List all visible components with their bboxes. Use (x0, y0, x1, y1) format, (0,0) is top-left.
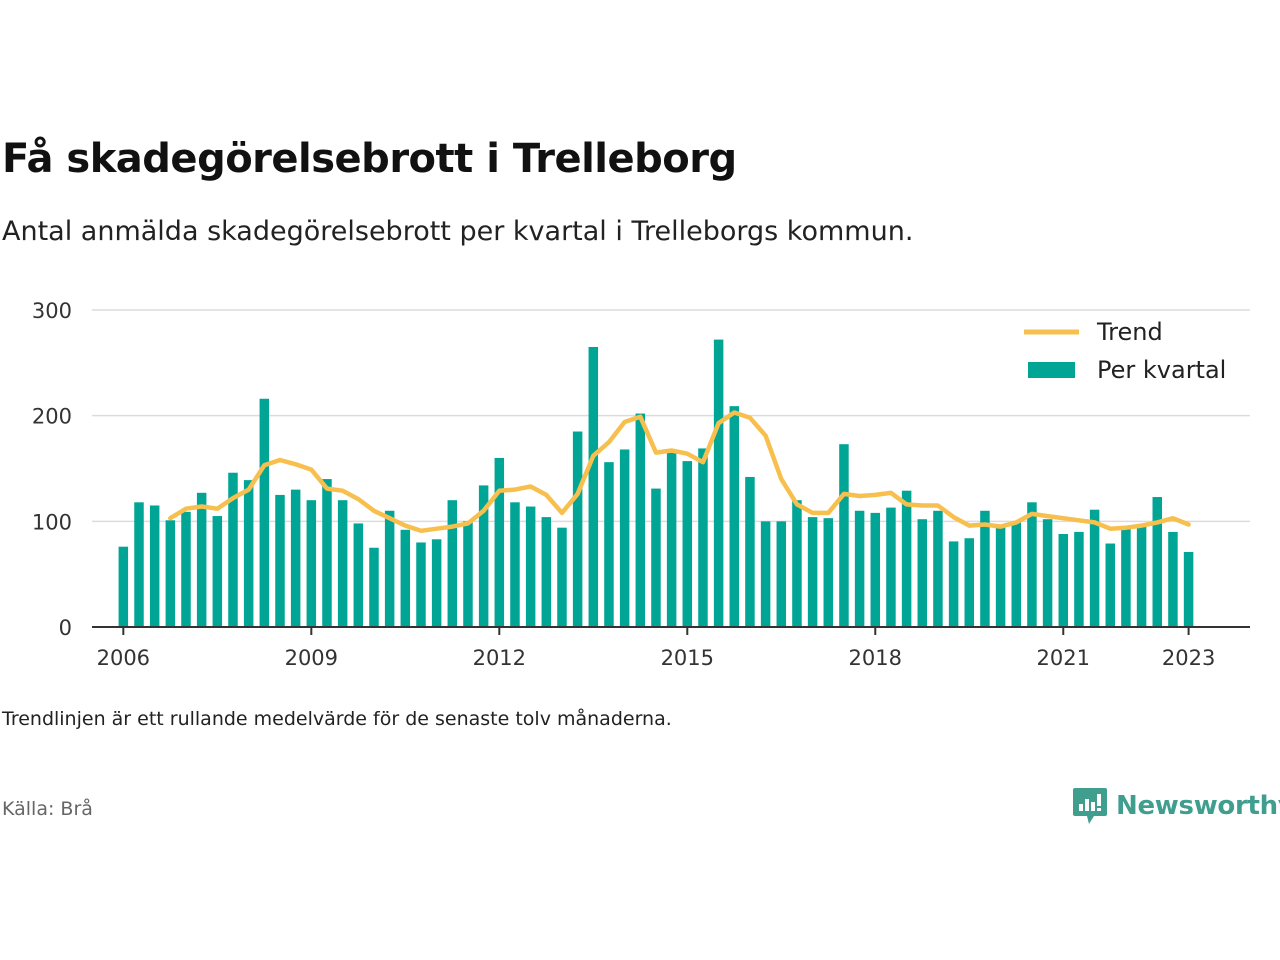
bar (729, 406, 740, 627)
bar (964, 538, 975, 627)
bar (525, 506, 536, 627)
x-tick-label-2018: 2018 (849, 646, 902, 670)
x-tick-label-2012: 2012 (473, 646, 526, 670)
bar (604, 462, 614, 627)
bar (1027, 502, 1037, 627)
bar (1011, 521, 1022, 627)
x-tick-label-2009: 2009 (285, 646, 338, 670)
bar (431, 539, 442, 627)
legend-swatch-per-kvartal (1028, 362, 1075, 378)
bar (1042, 519, 1053, 627)
bar (776, 521, 787, 627)
bar (243, 480, 254, 627)
bar (995, 526, 1006, 627)
newsworthy-logo-icon (1073, 788, 1107, 824)
line-series-trend (168, 410, 1191, 534)
bar (1121, 528, 1131, 627)
bar (463, 521, 473, 627)
bar (1183, 551, 1194, 627)
bar (306, 500, 317, 627)
bar (118, 546, 129, 627)
bar (510, 502, 520, 627)
bar (181, 511, 191, 627)
bar (384, 510, 395, 627)
bar (917, 519, 928, 627)
bar (259, 398, 270, 627)
bar (322, 479, 332, 627)
bar (839, 444, 849, 627)
bar (886, 507, 896, 627)
legend: Trend Per kvartal (1024, 318, 1226, 384)
x-tick-label-2015: 2015 (661, 646, 714, 670)
bar (196, 492, 207, 627)
bar (212, 516, 223, 627)
x-axis: 2006 2009 2012 2015 2018 2021 2023 (92, 626, 1250, 670)
bar (807, 517, 818, 627)
bar (745, 476, 755, 627)
bar (541, 517, 552, 627)
bar (980, 510, 990, 627)
bar (353, 523, 364, 627)
bar (682, 461, 693, 627)
bar (557, 527, 567, 627)
trend-line (168, 410, 1191, 534)
bar (275, 494, 285, 627)
bar (165, 520, 176, 627)
bar (1105, 543, 1116, 627)
bar (651, 488, 661, 627)
chart-subtitle: Antal anmälda skadegörelsebrott per kvar… (2, 216, 914, 247)
bar (760, 521, 771, 627)
bar (447, 500, 458, 627)
x-tick-label-2006: 2006 (97, 646, 150, 670)
bar (792, 500, 802, 627)
bar (494, 457, 505, 627)
legend-label-trend: Trend (1096, 318, 1163, 346)
bar (149, 505, 160, 627)
brand-name: Newsworthy (1116, 791, 1280, 821)
brand-logo: Newsworthy (1072, 786, 1280, 826)
bar (713, 339, 724, 627)
bar (588, 346, 599, 627)
bar (1152, 497, 1163, 627)
bar (948, 541, 959, 627)
bar (572, 431, 583, 627)
source-label: Källa: Brå (2, 798, 93, 820)
y-tick-label-200: 200 (32, 405, 72, 429)
bar (416, 542, 426, 627)
bar (1058, 534, 1069, 627)
bar (1136, 525, 1147, 627)
legend-label-per-kvartal: Per kvartal (1097, 356, 1226, 384)
y-tick-label-100: 100 (32, 510, 72, 534)
bar (698, 448, 708, 627)
bar (854, 510, 865, 627)
y-tick-label-0: 0 (59, 616, 72, 640)
bar (228, 472, 238, 627)
x-tick-label-2021: 2021 (1037, 646, 1090, 670)
bar (823, 518, 834, 627)
y-tick-label-300: 300 (32, 299, 72, 323)
bar (666, 452, 677, 627)
bar (337, 500, 348, 627)
bar (1168, 531, 1178, 627)
bar (400, 529, 411, 627)
bar (870, 512, 881, 627)
footnote: Trendlinjen är ett rullande medelvärde f… (2, 708, 672, 730)
bar (933, 510, 943, 627)
bar (290, 489, 301, 627)
x-tick-label-2023: 2023 (1162, 646, 1215, 670)
bar (619, 449, 630, 627)
bar (635, 413, 646, 627)
bar-series-per-kvartal (118, 339, 1194, 627)
bar (369, 547, 379, 627)
bar (1089, 509, 1100, 627)
bar (134, 502, 144, 627)
bar (1074, 531, 1084, 627)
bar (901, 490, 912, 627)
chart-title: Få skadegörelsebrott i Trelleborg (2, 136, 737, 182)
bar (478, 485, 489, 627)
